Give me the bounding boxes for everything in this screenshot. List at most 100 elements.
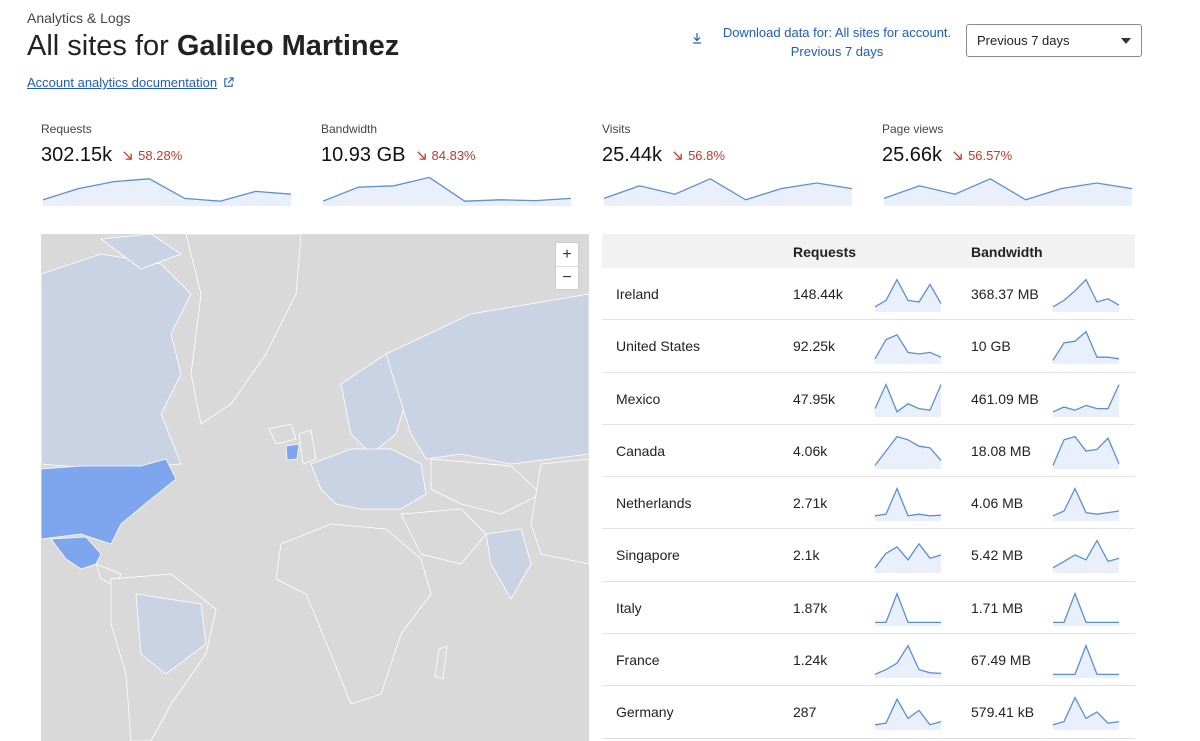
bandwidth-sparkline [1052,435,1120,469]
bandwidth-sparkline [1052,383,1120,417]
stat-change: 84.83% [416,148,476,163]
table-row[interactable]: United States 92.25k 10 GB [602,320,1135,373]
chevron-down-icon [1121,37,1131,44]
external-link-icon [224,77,234,87]
stat-label: Visits [602,122,631,136]
time-range-select[interactable]: Previous 7 days [966,24,1142,57]
map-region-canada [41,253,192,470]
time-range-value: Previous 7 days [977,33,1070,48]
stat-sparkline [42,178,292,206]
sparkline-line [874,644,942,676]
sparkline-line [874,334,942,360]
sparkline-area [884,178,1132,206]
table-row[interactable]: Germany 287 579.41 kB [602,686,1135,739]
table-row[interactable]: Canada 4.06k 18.08 MB [602,425,1135,478]
bandwidth-value: 1.71 MB [971,599,1024,616]
table-row[interactable]: Italy 1.87k 1.71 MB [602,582,1135,635]
country-name: France [616,652,660,669]
map-region-ireland [285,443,300,461]
country-name: Canada [616,442,666,459]
bandwidth-value: 18.08 MB [971,442,1031,459]
requests-value: 287 [793,704,817,721]
table-row[interactable]: Mexico 47.95k 461.09 MB [602,373,1135,425]
map-region-uk [298,429,317,465]
sparkline-line [1052,278,1120,308]
table-body: Ireland 148.44k 368.37 MB United States 92.2… [602,268,1135,739]
requests-sparkline [875,591,941,626]
stat-value: 25.44k [602,144,663,166]
sparkline-line [1053,643,1119,676]
sparkline-area [1053,645,1119,679]
sparkline-area [1053,697,1119,731]
sparkline-area [323,177,571,206]
stat-sparkline [322,176,572,206]
page-title-prefix: All sites for [27,30,177,62]
page-title-account: Galileo Martinez [176,30,400,62]
table-row[interactable]: Netherlands 2.71k 4.06 MB [602,477,1135,530]
map-region-africa [275,523,432,705]
country-name: Mexico [616,390,661,407]
map-region-greenland [185,234,302,425]
stat-sparkline [883,178,1133,206]
bandwidth-sparkline [1052,487,1120,522]
sparkline-line [322,176,572,202]
bandwidth-value: 67.49 MB [971,652,1031,669]
table-header: Requests Bandwidth [602,234,1135,268]
sparkline-line [1052,539,1120,569]
world-map[interactable]: + − [41,234,589,741]
requests-value: 4.06k [793,442,828,459]
table-row[interactable]: Singapore 2.1k 5.42 MB [602,529,1135,582]
stat-page-views: Page views 25.66k 56.57% [882,122,1142,206]
stat-sparkline [603,178,853,206]
download-line-1: Download data for: All sites for account… [722,25,952,40]
sparkline-area [875,335,941,365]
map-region-united-states [41,458,177,545]
requests-sparkline [874,698,942,731]
sparkline-area [875,645,941,679]
requests-sparkline [874,334,942,365]
sparkline-line [1052,696,1120,726]
stat-change: 58.28% [122,148,182,163]
requests-value: 2.71k [793,495,828,512]
stat-value: 10.93 GB [321,144,406,166]
map-region-arctic-islands [99,234,182,270]
sparkline-line [874,278,942,308]
header-bandwidth[interactable]: Bandwidth [971,244,1043,260]
country-name: Singapore [616,547,680,564]
world-map-shapes [41,234,589,741]
requests-value: 92.25k [793,338,836,355]
header-requests[interactable]: Requests [793,244,857,260]
breadcrumb: Analytics & Logs [27,10,131,26]
download-data-link[interactable]: Download data for: All sites for account… [690,23,952,61]
map-region-brazil [135,593,207,675]
sparkline-line [875,591,941,623]
stat-label: Page views [882,122,944,136]
stat-change-value: 84.83% [431,148,476,163]
country-name: Netherlands [616,495,692,512]
table-row[interactable]: France 1.24k 67.49 MB [602,634,1135,687]
bandwidth-value: 4.06 MB [971,495,1024,512]
zoom-in-button[interactable]: + [556,243,578,266]
sparkline-line [603,178,853,201]
map-region-east-asia [530,458,589,565]
arrow-down-right-icon [416,151,426,160]
download-icon [693,33,701,44]
table-row[interactable]: Ireland 148.44k 368.37 MB [602,268,1135,321]
sparkline-area [875,488,941,522]
bandwidth-sparkline [1053,643,1119,679]
requests-value: 2.1k [793,547,820,564]
minus-icon: − [562,269,572,286]
sparkline-line [874,698,942,726]
stat-label: Requests [41,122,92,136]
map-zoom-controls: + − [555,242,579,290]
sparkline-area [1053,331,1119,365]
documentation-link[interactable]: Account analytics documentation [27,75,234,90]
sparkline-line [1052,330,1120,362]
sparkline-area [604,178,852,206]
zoom-out-button[interactable]: − [556,266,578,289]
stat-visits: Visits 25.44k 56.8% [602,122,862,206]
arrow-down-right-icon [673,151,682,160]
stat-change-value: 56.8% [688,148,725,163]
bandwidth-value: 461.09 MB [971,390,1039,407]
page-title: All sites for Galileo Martinez [27,30,399,63]
